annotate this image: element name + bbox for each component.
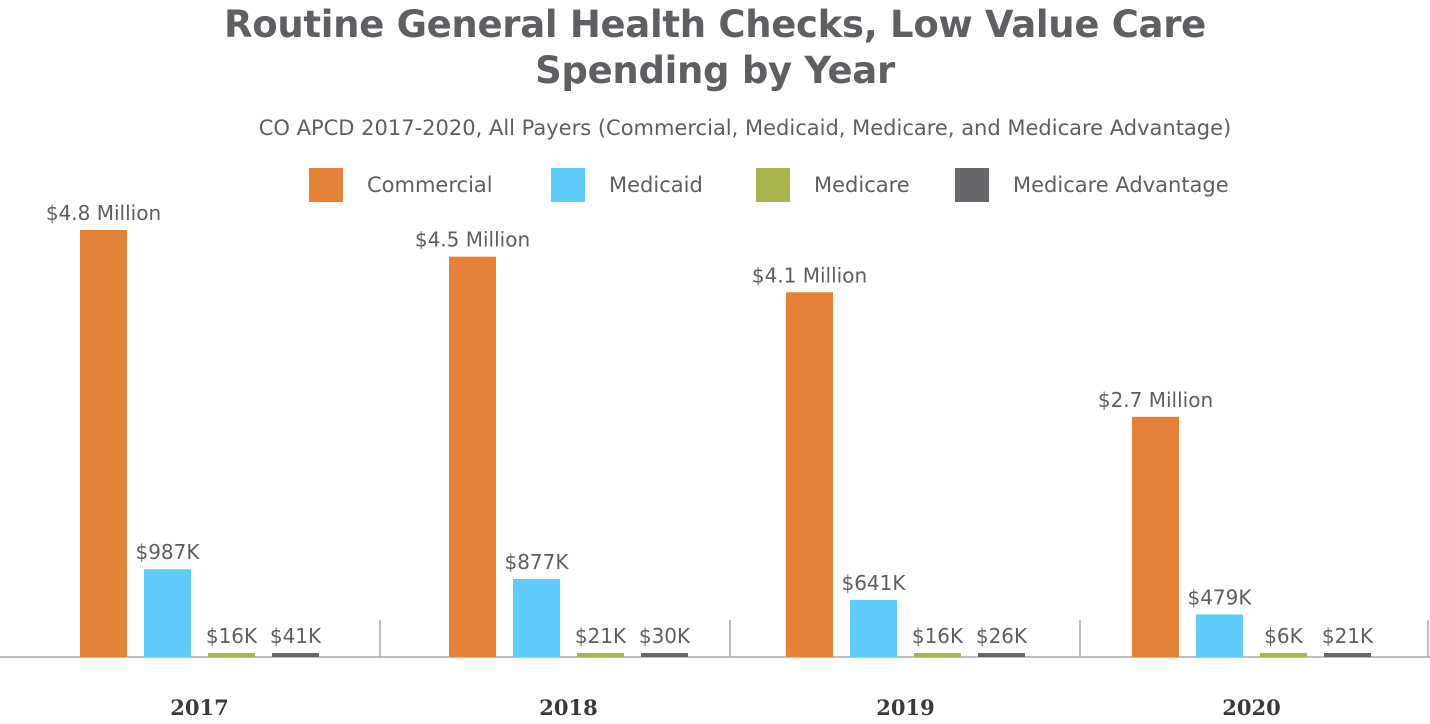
category-label-2017: 2017 xyxy=(170,695,228,720)
legend-swatch-medicare-advantage xyxy=(955,168,989,202)
bar-medicare-advantage-2020 xyxy=(1324,653,1371,657)
legend-swatch-medicaid xyxy=(551,168,585,202)
bar-medicare-advantage-2017 xyxy=(272,653,319,657)
chart-title: Routine General Health Checks, Low Value… xyxy=(0,2,1430,94)
category-label-2019: 2019 xyxy=(876,695,934,720)
legend-label-medicaid: Medicaid xyxy=(609,173,703,197)
legend-item-medicaid: Medicaid xyxy=(551,168,703,202)
data-label-medicaid-2020: $479K xyxy=(1187,585,1252,609)
legend-swatch-medicare xyxy=(756,168,790,202)
bar-commercial-2017 xyxy=(80,230,127,657)
data-label-commercial-2018: $4.5 Million xyxy=(415,228,530,252)
data-label-commercial-2017: $4.8 Million xyxy=(46,201,161,225)
data-label-medicare-2020: $6K xyxy=(1264,624,1303,648)
legend-label-medicare: Medicare xyxy=(814,173,910,197)
data-label-medicare-2018: $21K xyxy=(575,624,627,648)
bar-medicaid-2018 xyxy=(513,578,560,657)
bar-commercial-2020 xyxy=(1132,416,1179,657)
legend-label-medicare-advantage: Medicare Advantage xyxy=(1013,173,1229,197)
data-label-medicaid-2019: $641K xyxy=(841,571,906,595)
data-label-medicare-advantage-2019: $26K xyxy=(976,624,1028,648)
bar-medicare-2017 xyxy=(208,653,255,657)
bar-medicaid-2020 xyxy=(1196,614,1243,657)
legend-item-medicare: Medicare xyxy=(756,168,910,202)
chart-title-line-2: Spending by Year xyxy=(535,49,895,92)
bar-commercial-2019 xyxy=(786,292,833,657)
chart-legend: Commercial Medicaid Medicare Medicare Ad… xyxy=(0,168,1430,202)
chart-title-line-1: Routine General Health Checks, Low Value… xyxy=(224,3,1206,46)
data-label-medicare-2019: $16K xyxy=(912,624,964,648)
data-label-commercial-2019: $4.1 Million xyxy=(752,263,867,287)
bar-medicare-2018 xyxy=(577,653,624,657)
bar-medicare-advantage-2019 xyxy=(978,653,1025,657)
data-label-medicare-advantage-2018: $30K xyxy=(639,624,691,648)
data-label-commercial-2020: $2.7 Million xyxy=(1098,388,1213,412)
bar-medicaid-2019 xyxy=(850,599,897,657)
bar-medicaid-2017 xyxy=(144,569,191,657)
bar-commercial-2018 xyxy=(449,256,496,657)
bar-medicare-advantage-2018 xyxy=(641,653,688,657)
category-label-2018: 2018 xyxy=(539,695,597,720)
bar-medicare-2019 xyxy=(914,653,961,657)
legend-item-medicare-advantage: Medicare Advantage xyxy=(955,168,1229,202)
data-label-medicaid-2017: $987K xyxy=(135,540,200,564)
data-label-medicare-advantage-2020: $21K xyxy=(1322,624,1374,648)
category-label-2020: 2020 xyxy=(1222,695,1280,720)
data-label-medicare-2017: $16K xyxy=(206,624,258,648)
legend-swatch-commercial xyxy=(309,168,343,202)
chart-subtitle: CO APCD 2017-2020, All Payers (Commercia… xyxy=(258,116,1232,140)
bar-medicare-2020 xyxy=(1260,653,1307,657)
legend-item-commercial: Commercial xyxy=(309,168,493,202)
data-label-medicaid-2018: $877K xyxy=(504,550,569,574)
legend-label-commercial: Commercial xyxy=(367,173,493,197)
data-label-medicare-advantage-2017: $41K xyxy=(270,624,322,648)
